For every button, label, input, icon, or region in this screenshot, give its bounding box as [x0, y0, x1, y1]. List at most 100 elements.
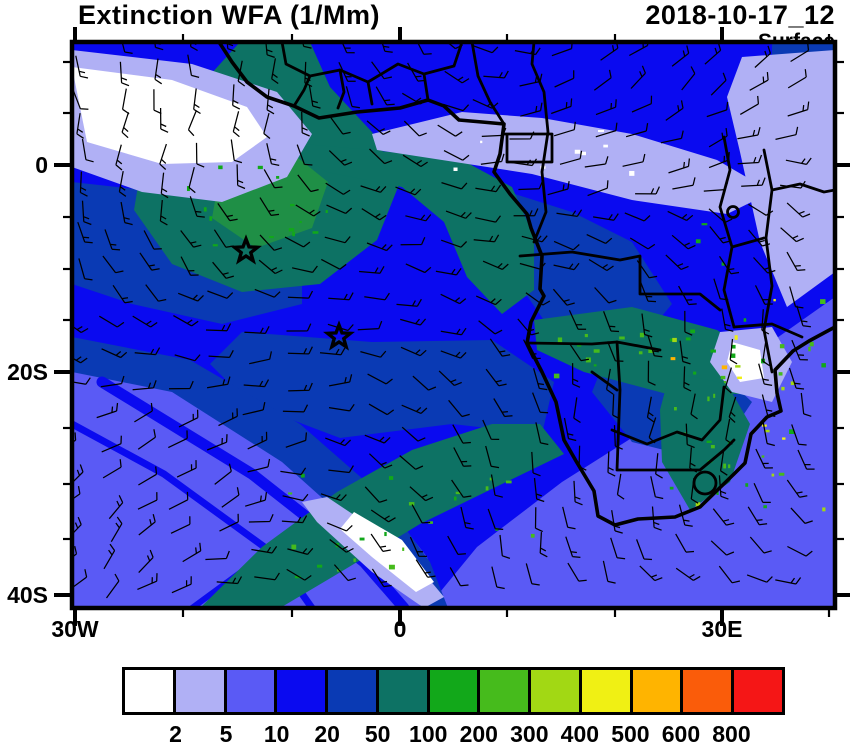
wind-barb	[132, 315, 158, 328]
wind-barb	[171, 576, 192, 594]
wind-barb	[266, 143, 280, 167]
wind-barb	[329, 116, 351, 135]
wind-barb	[366, 242, 393, 252]
wind-barb	[791, 424, 807, 446]
wind-barb	[493, 398, 513, 418]
wind-barb	[110, 516, 123, 543]
wind-barb	[514, 47, 541, 56]
wind-barb	[214, 463, 232, 485]
speck	[745, 483, 749, 487]
wind-barb	[249, 351, 273, 365]
wind-barb	[595, 99, 617, 116]
wind-barb	[282, 493, 309, 502]
wind-barb	[690, 393, 698, 420]
colorbar-cell-4	[325, 670, 376, 712]
wind-barb	[360, 185, 387, 193]
wind-barb	[258, 259, 283, 275]
speck	[629, 170, 635, 176]
wind-barb	[326, 204, 353, 214]
wind-barb	[367, 373, 393, 385]
wind-barb	[324, 236, 351, 244]
wind-barb	[369, 148, 393, 165]
wind-barb	[282, 404, 309, 413]
wind-barb	[600, 42, 619, 61]
colorbar-cell-9	[578, 670, 630, 712]
wind-barb	[338, 61, 356, 82]
wind-barb	[762, 340, 770, 367]
field-teal-mozam	[660, 372, 750, 510]
colorbar-level-200: 200	[459, 721, 498, 747]
country-border	[530, 42, 550, 244]
wind-barb	[718, 475, 729, 500]
wind-barb	[718, 565, 741, 584]
wind-barb	[786, 202, 811, 218]
speck	[790, 381, 796, 386]
wind-barb	[271, 58, 279, 85]
wind-barb	[610, 537, 626, 560]
wind-barb	[441, 182, 468, 190]
speck	[737, 376, 742, 380]
wind-barb	[308, 85, 321, 109]
speck	[710, 349, 716, 353]
wind-barb	[400, 236, 426, 246]
wind-barb	[489, 338, 511, 357]
wind-barb	[259, 197, 280, 217]
datetime-label: 2018-10-17_12	[645, 0, 835, 30]
colorbar-level-5: 5	[219, 721, 233, 747]
speck	[325, 210, 328, 214]
map-field	[72, 42, 835, 608]
wind-barb	[739, 95, 760, 115]
wind-barb	[472, 99, 499, 109]
wind-barb	[121, 42, 133, 55]
wind-barb	[242, 401, 266, 416]
wind-barb	[519, 73, 543, 87]
wind-barb	[593, 213, 619, 221]
wind-barb	[180, 256, 199, 276]
wind-barb	[725, 418, 733, 445]
speck	[300, 473, 305, 478]
colorbar-level-100: 100	[409, 721, 448, 747]
y-tick-label-40S: 40S	[7, 582, 48, 608]
wind-barb	[535, 422, 549, 446]
wind-barb	[160, 172, 169, 199]
x-tick-label-0: 0	[393, 616, 407, 642]
wind-barb	[170, 516, 191, 534]
speck	[721, 365, 728, 370]
wind-barb	[232, 111, 240, 138]
speck	[593, 364, 597, 367]
wind-barb	[236, 164, 246, 190]
wind-barb	[748, 229, 771, 247]
wind-barb	[671, 45, 690, 67]
wind-barb	[102, 255, 124, 274]
field-lavender-sahel	[372, 112, 772, 214]
speck	[789, 429, 795, 435]
wind-barb	[706, 101, 729, 118]
wind-barb	[487, 508, 504, 531]
wind-barb	[105, 573, 120, 599]
wind-barb	[321, 258, 347, 270]
wind-barb	[563, 417, 577, 442]
wind-barb	[556, 209, 583, 218]
wind-barb	[405, 263, 432, 274]
wind-barb	[519, 262, 546, 270]
speck	[706, 440, 712, 443]
speck	[574, 149, 581, 154]
wind-barb	[411, 504, 431, 524]
wind-barb	[207, 290, 234, 299]
wind-barb	[440, 327, 467, 336]
wind-barb	[613, 425, 623, 450]
wind-barb	[708, 151, 730, 169]
wind-barb	[685, 423, 695, 449]
speck	[288, 492, 293, 495]
colorbar-level-50: 50	[364, 721, 391, 747]
country-border	[730, 236, 766, 249]
speck	[673, 406, 677, 411]
wind-barb	[523, 339, 541, 360]
wind-barb	[762, 422, 775, 447]
wind-barb	[81, 138, 94, 163]
wind-barb	[754, 45, 771, 68]
wind-barb	[594, 287, 617, 304]
wind-barb	[134, 347, 161, 356]
wind-barb	[409, 536, 427, 558]
